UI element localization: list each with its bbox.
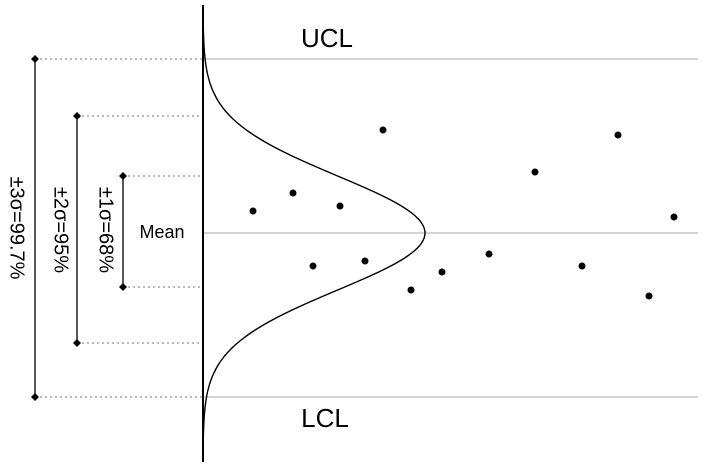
sigma3-label: ±3σ=99.7% xyxy=(6,177,28,280)
point xyxy=(361,257,369,265)
points xyxy=(249,126,678,300)
point xyxy=(614,131,622,139)
point xyxy=(407,286,415,294)
point xyxy=(379,126,387,134)
bell-curve xyxy=(202,30,426,436)
point xyxy=(336,202,344,210)
sigma2-label: ±2σ=95% xyxy=(50,187,72,273)
point xyxy=(670,213,678,221)
brackets xyxy=(31,55,127,401)
lcl-label: LCL xyxy=(301,403,349,433)
point xyxy=(485,250,493,258)
point xyxy=(249,207,257,215)
point xyxy=(309,262,317,270)
point xyxy=(578,262,586,270)
mean-label: Mean xyxy=(139,222,184,242)
point xyxy=(289,189,297,197)
point xyxy=(645,292,653,300)
point xyxy=(438,268,446,276)
sigma1-label: ±1σ=68% xyxy=(95,187,117,273)
point xyxy=(531,168,539,176)
guides xyxy=(35,58,203,398)
ucl-label: UCL xyxy=(301,23,353,53)
